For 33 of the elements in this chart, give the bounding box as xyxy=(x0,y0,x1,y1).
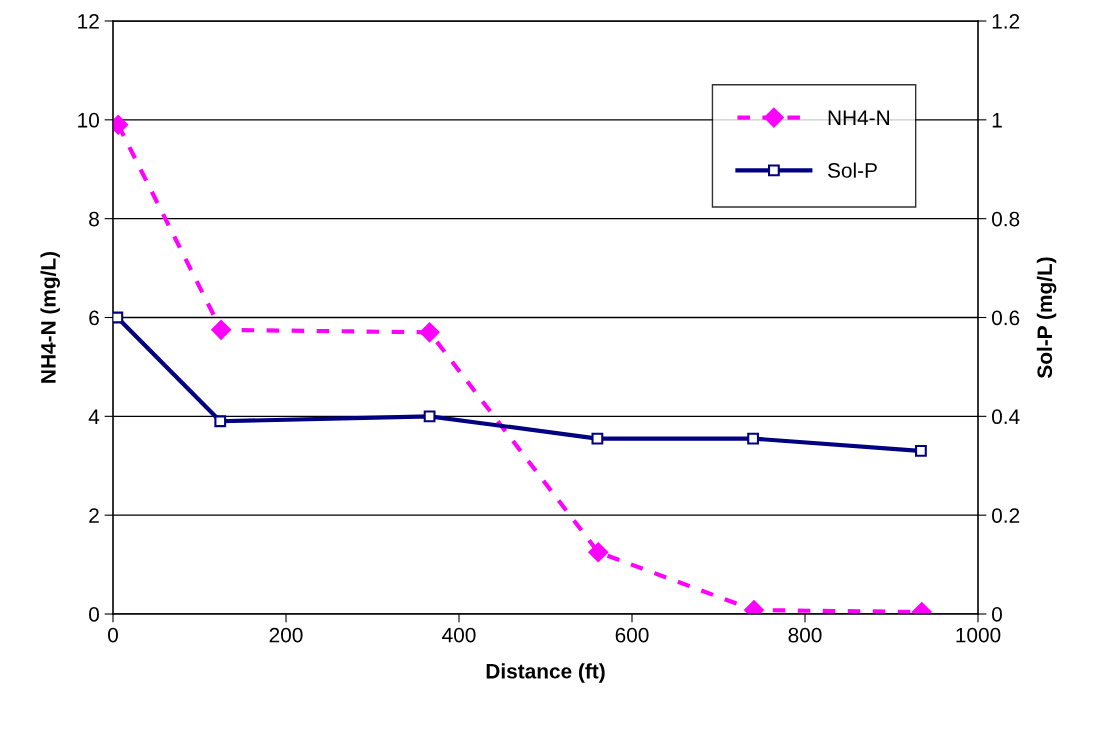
y2-tick-label: 0 xyxy=(992,607,1002,622)
legend-label: NH4-N xyxy=(828,110,889,125)
x-tick-label: 400 xyxy=(442,627,476,643)
y2-tick-label: 1 xyxy=(992,113,1002,128)
y-tick-label: 4 xyxy=(88,409,100,424)
x-tick-label: 600 xyxy=(615,627,649,643)
point xyxy=(211,319,231,340)
point xyxy=(419,322,440,343)
y-tick-label: 12 xyxy=(78,14,99,29)
x-axis-title: Distance (ft) xyxy=(486,663,605,683)
x-tick-label: 0 xyxy=(108,627,118,643)
point xyxy=(423,410,436,423)
x-tick-label: 1000 xyxy=(956,627,1001,643)
legend-label: Sol-P xyxy=(827,162,877,178)
point xyxy=(214,415,227,428)
point xyxy=(915,445,927,457)
point xyxy=(113,311,124,324)
y-tick-label: 8 xyxy=(89,211,99,227)
y-tick-label: 0 xyxy=(89,607,99,622)
point xyxy=(591,432,604,445)
y2-tick-label: 0.4 xyxy=(992,409,1020,425)
y-tick-label: 2 xyxy=(89,508,99,523)
y-axis-title: NH4-N (mg/L) xyxy=(40,251,60,383)
y2-tick-label: 0.6 xyxy=(992,310,1020,326)
point xyxy=(747,432,759,445)
y-tick-label: 10 xyxy=(78,112,99,128)
x-tick-label: 200 xyxy=(269,627,303,643)
x-tick-label: 800 xyxy=(788,627,822,643)
y2-tick-label: 0.8 xyxy=(992,211,1020,227)
y2-tick-label: 0.2 xyxy=(992,508,1020,523)
y2-axis-title: Sol-P (mg/L) xyxy=(1036,257,1057,379)
y-tick-label: 6 xyxy=(89,310,99,326)
y2-tick-label: 1.2 xyxy=(992,14,1020,29)
